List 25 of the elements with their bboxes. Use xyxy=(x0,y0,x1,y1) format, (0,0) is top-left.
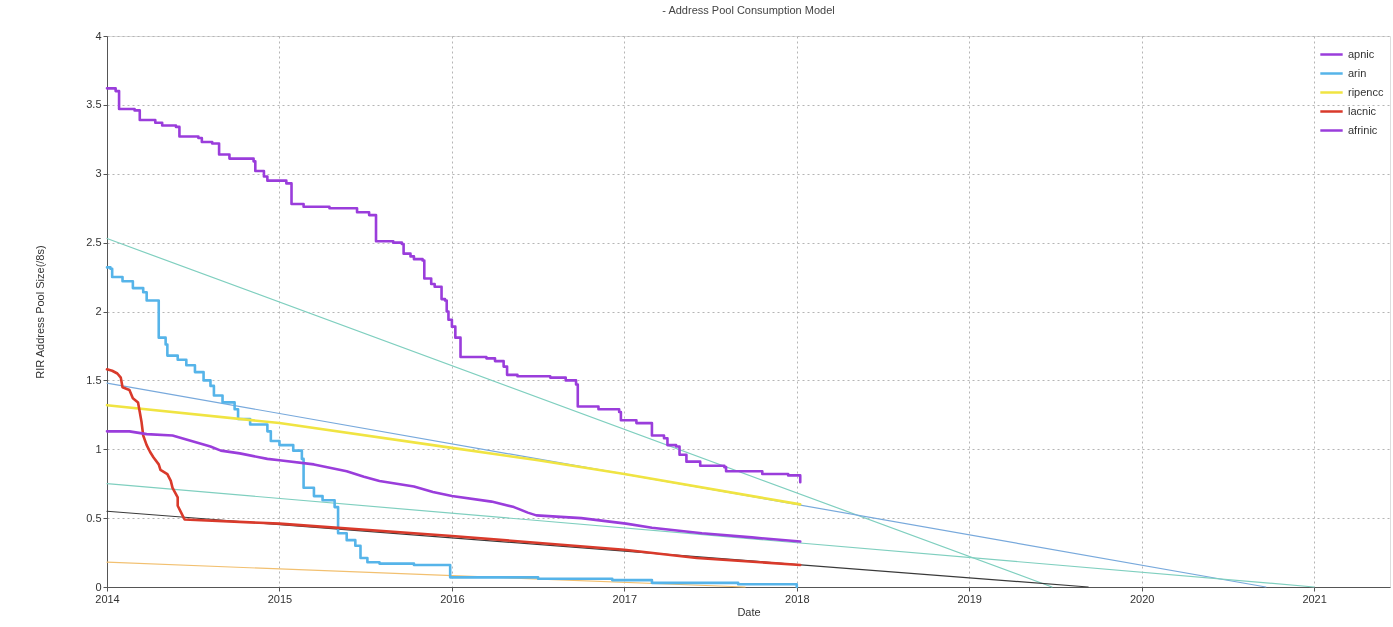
y-tick-label: 1.5 xyxy=(86,373,102,386)
legend-label: ripencc xyxy=(1348,85,1384,98)
y-tick-label: 0.5 xyxy=(86,511,102,524)
x-tick-label: 2015 xyxy=(267,592,293,605)
y-tick-label: 3 xyxy=(95,167,102,180)
legend-label: apnic xyxy=(1348,47,1375,60)
x-tick-label: 2014 xyxy=(95,592,120,605)
y-tick-label: 0 xyxy=(95,580,102,593)
y-tick-label: 3.5 xyxy=(86,98,102,111)
x-tick-label: 2016 xyxy=(440,592,465,605)
legend-label: afrinic xyxy=(1348,123,1378,136)
y-tick-label: 4 xyxy=(95,29,102,42)
chart-title: - Address Pool Consumption Model xyxy=(662,4,835,16)
x-tick-label: 2018 xyxy=(785,592,810,605)
y-axis-title: RIR Address Pool Size(/8s) xyxy=(34,245,47,379)
y-tick-label: 2.5 xyxy=(86,236,102,249)
legend-label: lacnic xyxy=(1348,104,1377,117)
x-tick-label: 2020 xyxy=(1129,592,1155,605)
x-tick-label: 2019 xyxy=(957,592,982,605)
x-tick-label: 2017 xyxy=(612,592,638,605)
legend-label: arin xyxy=(1348,66,1367,79)
y-tick-label: 2 xyxy=(95,305,102,317)
x-axis-title: Date xyxy=(737,605,761,618)
y-tick-label: 1 xyxy=(95,442,102,455)
x-tick-label: 2021 xyxy=(1302,592,1327,605)
